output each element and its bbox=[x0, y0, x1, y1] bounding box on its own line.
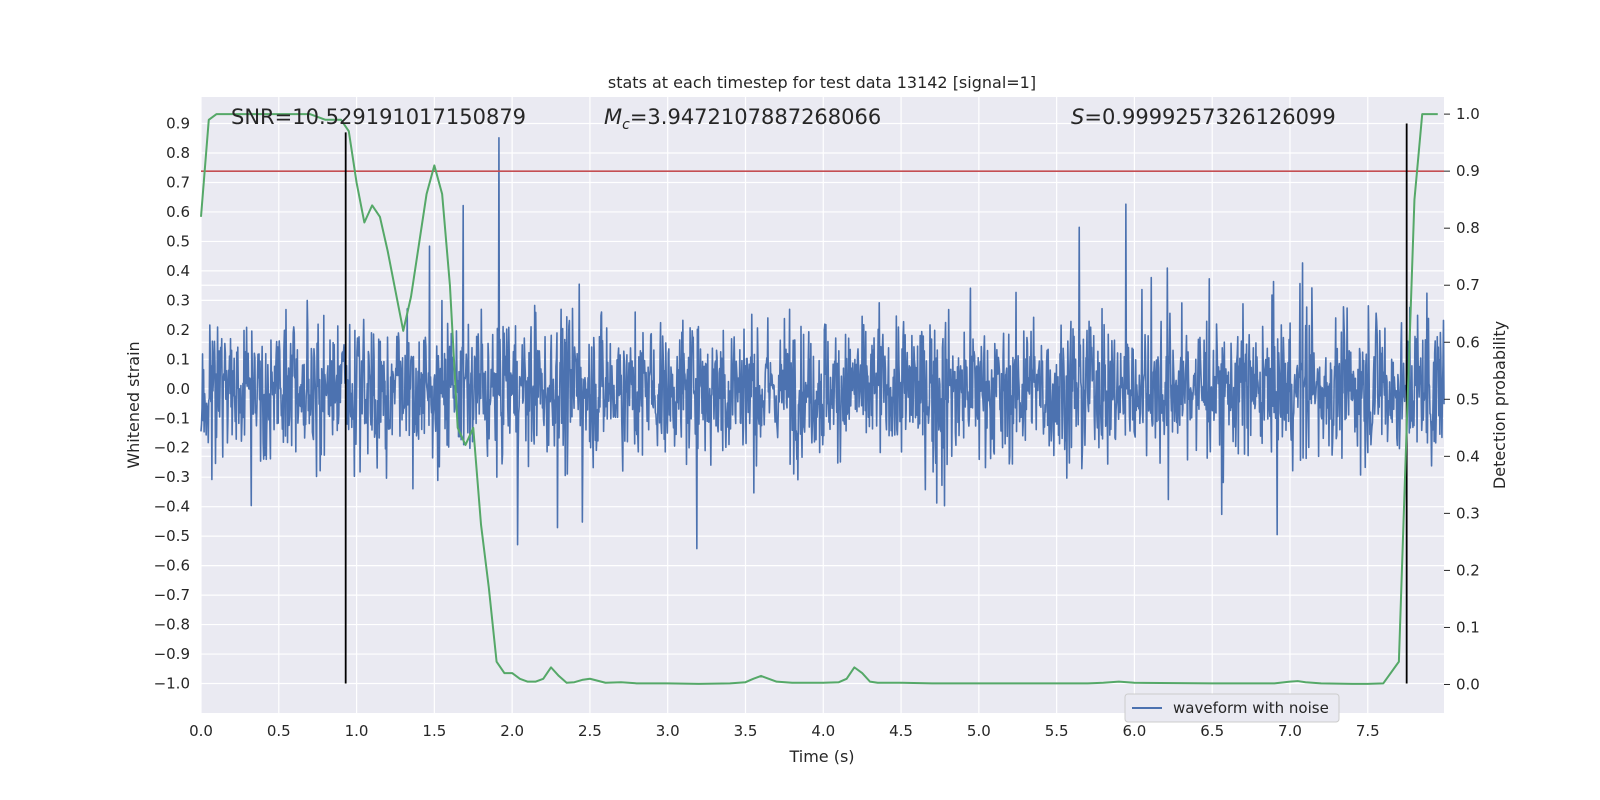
chirp-mass-annotation: Mc=3.9472107887268066 bbox=[604, 105, 881, 133]
y-left-tick-label: 0.3 bbox=[166, 291, 190, 309]
chart-title: stats at each timestep for test data 131… bbox=[608, 73, 1036, 92]
y-left-tick-label: −0.7 bbox=[154, 586, 190, 604]
detection-probability-series bbox=[200, 113, 1438, 685]
x-tick-label: 6.5 bbox=[1200, 722, 1224, 740]
y-left-tick-label: 0.2 bbox=[166, 321, 190, 339]
y-left-tick-label: −0.8 bbox=[154, 616, 190, 634]
x-tick-label: 1.5 bbox=[422, 722, 446, 740]
y-left-tick-label: −0.3 bbox=[154, 468, 190, 486]
y-right-tick-label: 0.6 bbox=[1456, 333, 1480, 351]
x-tick-label: 3.0 bbox=[656, 722, 680, 740]
x-tick-label: 0.0 bbox=[189, 722, 213, 740]
snr-annotation: SNR=10.529191017150879 bbox=[231, 105, 526, 129]
score-annotation: S=0.9999257326126099 bbox=[1071, 105, 1336, 129]
x-tick-label: 2.5 bbox=[578, 722, 602, 740]
y-axis-label-right: Detection probability bbox=[1490, 321, 1509, 489]
y-left-tick-label: 0.4 bbox=[166, 262, 190, 280]
y-right-tick-label: 1.0 bbox=[1456, 105, 1480, 123]
x-tick-label: 5.0 bbox=[967, 722, 991, 740]
y-left-tick-label: 0.8 bbox=[166, 144, 190, 162]
chirp-mass-subscript: c bbox=[622, 117, 630, 133]
x-tick-label: 7.0 bbox=[1278, 722, 1302, 740]
legend-label: waveform with noise bbox=[1173, 699, 1329, 717]
y-right-tick-label: 0.3 bbox=[1456, 504, 1480, 522]
y-right-tick-label: 0.0 bbox=[1456, 675, 1480, 693]
y-left-tick-label: −0.2 bbox=[154, 439, 190, 457]
x-tick-label: 1.0 bbox=[345, 722, 369, 740]
score-value: =0.9999257326126099 bbox=[1084, 105, 1335, 129]
x-tick-label: 5.5 bbox=[1045, 722, 1069, 740]
y-right-tick-label: 0.1 bbox=[1456, 618, 1480, 636]
probability-line bbox=[200, 113, 1438, 685]
chirp-mass-symbol: M bbox=[604, 105, 622, 129]
y-right-tick-label: 0.2 bbox=[1456, 561, 1480, 579]
y-left-tick-label: −0.5 bbox=[154, 527, 190, 545]
score-symbol: S bbox=[1071, 105, 1084, 129]
y-left-tick-label: 0.1 bbox=[166, 350, 190, 368]
y-left-tick-label: −0.6 bbox=[154, 557, 190, 575]
legend-box bbox=[1124, 693, 1340, 723]
y-ticks-right: 1.0 0.9 0.8 0.7 0.6 0.5 0.4 0.3 0.2 0.1 0.0 bbox=[1444, 105, 1480, 693]
y-left-tick-label: 0.0 bbox=[166, 380, 190, 398]
y-right-tick-label: 0.4 bbox=[1456, 447, 1480, 465]
y-right-tick-label: 0.5 bbox=[1456, 390, 1480, 408]
chirp-mass-value: =3.9472107887268066 bbox=[630, 105, 881, 129]
y-ticks-left: 0.9 0.8 0.7 0.6 0.5 0.4 0.3 0.2 0.1 0.0 −0.1 −0.2 −0… bbox=[154, 115, 190, 693]
y-left-tick-label: 0.7 bbox=[166, 173, 190, 191]
x-tick-label: 3.5 bbox=[734, 722, 758, 740]
y-axis-label-left: Whitened strain bbox=[124, 341, 143, 468]
waveform-series bbox=[200, 136, 1445, 550]
x-tick-label: 4.5 bbox=[889, 722, 913, 740]
x-tick-label: 0.5 bbox=[267, 722, 291, 740]
y-left-tick-label: −0.9 bbox=[154, 645, 190, 663]
x-ticks: 0.0 0.5 1.0 1.5 2.0 2.5 3.0 3.5 4.0 4.5 5.0 5.5 6.0 6… bbox=[189, 722, 1380, 740]
x-tick-label: 6.0 bbox=[1122, 722, 1146, 740]
y-left-tick-label: −1.0 bbox=[154, 675, 190, 693]
y-left-tick-label: −0.1 bbox=[154, 409, 190, 427]
waveform-line bbox=[200, 136, 1445, 550]
y-left-tick-label: 0.5 bbox=[166, 232, 190, 250]
y-right-tick-label: 0.7 bbox=[1456, 276, 1480, 294]
x-tick-label: 7.5 bbox=[1356, 722, 1380, 740]
x-tick-label: 4.0 bbox=[811, 722, 835, 740]
y-left-tick-label: −0.4 bbox=[154, 498, 190, 516]
y-right-tick-label: 0.9 bbox=[1456, 162, 1480, 180]
x-tick-label: 2.0 bbox=[500, 722, 524, 740]
y-left-tick-label: 0.6 bbox=[166, 203, 190, 221]
legend: waveform with noise bbox=[1124, 693, 1340, 723]
y-left-tick-label: 0.9 bbox=[166, 115, 190, 133]
x-axis-label: Time (s) bbox=[788, 747, 854, 766]
y-right-tick-label: 0.8 bbox=[1456, 219, 1480, 237]
